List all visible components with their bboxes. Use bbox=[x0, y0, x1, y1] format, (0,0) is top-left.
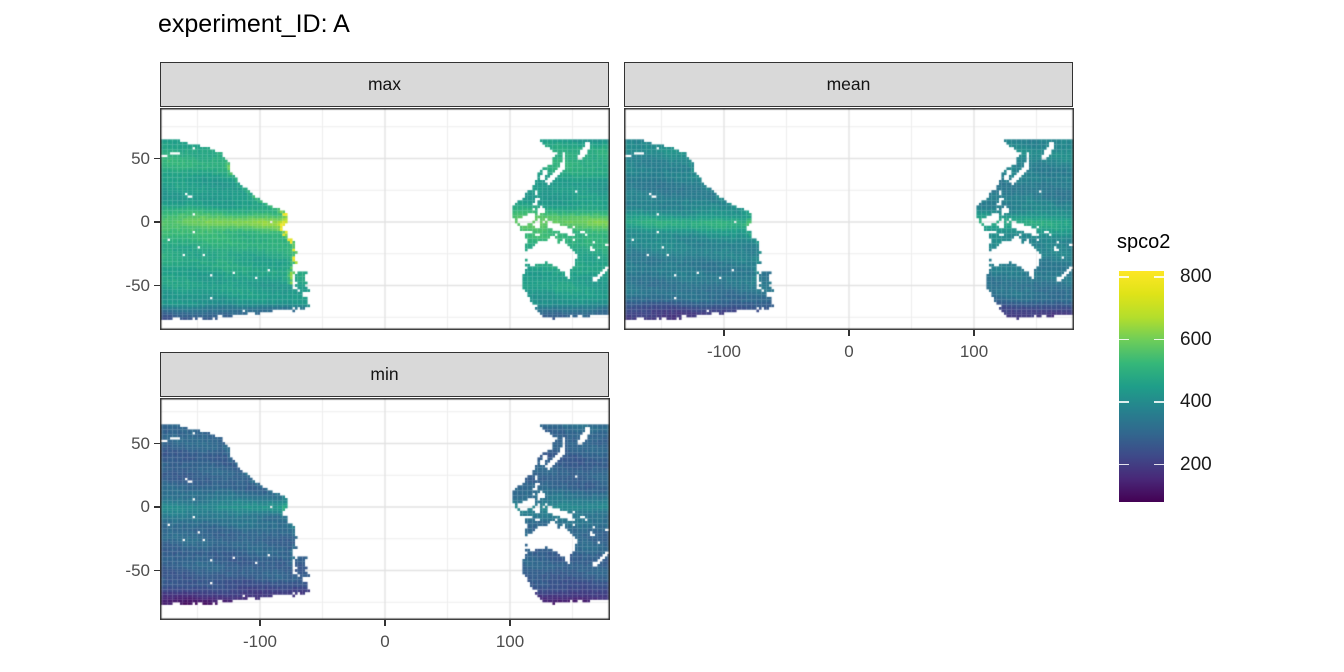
facet-strip-min: min bbox=[160, 352, 609, 397]
y-axis-tick-label: -50 bbox=[125, 560, 150, 580]
facet-strip-label: mean bbox=[826, 74, 871, 94]
x-axis-tick bbox=[259, 620, 261, 626]
x-axis-tick-label: 100 bbox=[495, 632, 525, 651]
colorbar-tick bbox=[1154, 401, 1164, 403]
y-axis-tick bbox=[154, 442, 160, 445]
map-panel-max bbox=[160, 108, 610, 330]
map-panel-min bbox=[160, 398, 610, 620]
y-axis-tick-label: 50 bbox=[131, 433, 150, 453]
x-axis-tick-label: 0 bbox=[380, 632, 390, 651]
colorbar-tick-label: 600 bbox=[1180, 328, 1212, 350]
x-axis-tick-label: 0 bbox=[844, 342, 854, 361]
y-axis-tick bbox=[154, 506, 160, 508]
legend-title: spco2 bbox=[1117, 231, 1171, 253]
colorbar-tick bbox=[1119, 276, 1129, 279]
x-axis-tick-label: -100 bbox=[706, 342, 742, 361]
colorbar-tick bbox=[1154, 276, 1164, 279]
y-axis-tick bbox=[154, 569, 160, 572]
y-axis-tick-label: 50 bbox=[131, 148, 150, 168]
facet-strip-label: max bbox=[367, 74, 402, 94]
colorbar-tick bbox=[1119, 338, 1129, 341]
colorbar-tick bbox=[1119, 463, 1129, 466]
x-axis-tick bbox=[848, 330, 850, 336]
y-axis-tick-label: 0 bbox=[140, 212, 150, 231]
plot-title: experiment_ID: A bbox=[158, 10, 350, 38]
colorbar-tick-label: 200 bbox=[1180, 453, 1212, 475]
y-axis-tick-label: 0 bbox=[140, 497, 150, 516]
colorbar-tick bbox=[1154, 338, 1164, 341]
facet-strip-label: min bbox=[370, 364, 399, 384]
colorbar-tick-label: 800 bbox=[1180, 266, 1212, 288]
y-axis-tick bbox=[154, 157, 160, 160]
x-axis-tick bbox=[384, 620, 386, 626]
x-axis-tick-label: 100 bbox=[959, 342, 989, 361]
y-axis-tick bbox=[154, 221, 160, 223]
x-axis-tick bbox=[973, 330, 975, 336]
x-axis-tick-label: -100 bbox=[242, 632, 278, 651]
facet-strip-mean: mean bbox=[624, 62, 1073, 107]
map-panel-mean bbox=[624, 108, 1074, 330]
colorbar-tick bbox=[1154, 463, 1164, 466]
x-axis-tick bbox=[723, 330, 725, 336]
facet-strip-max: max bbox=[160, 62, 609, 107]
colorbar-tick-label: 400 bbox=[1180, 391, 1212, 413]
x-axis-tick bbox=[509, 620, 511, 626]
colorbar-tick bbox=[1119, 401, 1129, 403]
colorbar bbox=[1119, 271, 1164, 502]
y-axis-tick bbox=[154, 284, 160, 287]
y-axis-tick-label: -50 bbox=[125, 275, 150, 295]
